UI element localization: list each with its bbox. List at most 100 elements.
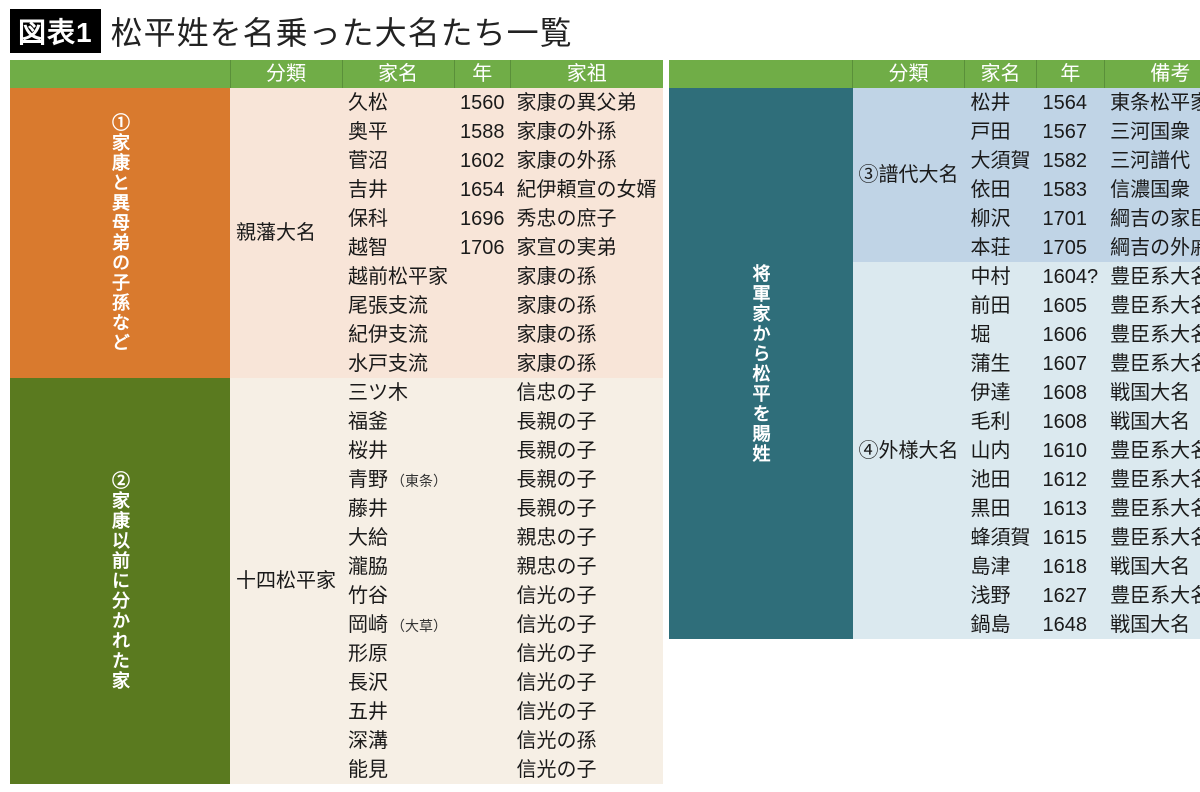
figure-title-row: 図表1 松平姓を名乗った大名たち一覧 — [10, 8, 1190, 54]
note: 戦国大名 — [1104, 407, 1200, 436]
family-name: 前田 — [965, 291, 1037, 320]
note: 信濃国衆 — [1104, 175, 1200, 204]
family-name: 大給 — [342, 523, 454, 552]
ancestor: 長親の子 — [511, 436, 663, 465]
year: 1612 — [1037, 465, 1105, 494]
ancestor: 家宣の実弟 — [511, 233, 663, 262]
category-shinpan: 親藩大名 — [230, 88, 342, 378]
note: 豊臣系大名 — [1104, 291, 1200, 320]
year: 1588 — [454, 117, 511, 146]
family-name: 保科 — [342, 204, 454, 233]
table-row: ①家康と異母弟の子孫など親藩大名久松1560家康の異父弟 — [10, 88, 663, 117]
left-header-row: 分類 家名 年 家祖 — [10, 60, 663, 88]
family-name: 吉井 — [342, 175, 454, 204]
header-year: 年 — [1037, 60, 1105, 88]
note: 戦国大名 — [1104, 610, 1200, 639]
ancestor: 長親の子 — [511, 465, 663, 494]
header-bunrui: 分類 — [230, 60, 342, 88]
category-fudai: ③譜代大名 — [853, 88, 965, 262]
tables-container: 分類 家名 年 家祖 ①家康と異母弟の子孫など親藩大名久松1560家康の異父弟奥… — [10, 60, 1190, 784]
note: 戦国大名 — [1104, 552, 1200, 581]
family-subname: （東条） — [391, 473, 447, 489]
year — [454, 494, 511, 523]
ancestor: 信光の子 — [511, 697, 663, 726]
note: 豊臣系大名 — [1104, 523, 1200, 552]
header-blank — [669, 60, 853, 88]
right-table: 分類 家名 年 備考 将軍家から松平を賜姓③譜代大名松井1564東条松平家老戸田… — [669, 60, 1200, 639]
year — [454, 755, 511, 784]
year: 1602 — [454, 146, 511, 175]
category-14matsudaira: 十四松平家 — [230, 378, 342, 784]
note: 豊臣系大名 — [1104, 320, 1200, 349]
family-name: 毛利 — [965, 407, 1037, 436]
family-name: 大須賀 — [965, 146, 1037, 175]
year — [454, 407, 511, 436]
year: 1613 — [1037, 494, 1105, 523]
year — [454, 523, 511, 552]
year: 1608 — [1037, 407, 1105, 436]
note: 豊臣系大名 — [1104, 465, 1200, 494]
family-name: 藤井 — [342, 494, 454, 523]
year — [454, 581, 511, 610]
note: 豊臣系大名 — [1104, 262, 1200, 291]
header-bunrui: 分類 — [853, 60, 965, 88]
year — [454, 320, 511, 349]
year: 1648 — [1037, 610, 1105, 639]
year: 1606 — [1037, 320, 1105, 349]
family-name: 伊達 — [965, 378, 1037, 407]
side-label-2: ②家康以前に分かれた家 — [10, 378, 230, 784]
ancestor: 家康の孫 — [511, 262, 663, 291]
family-name: 久松 — [342, 88, 454, 117]
side-label-3: 将軍家から松平を賜姓 — [669, 88, 853, 639]
family-name: 鍋島 — [965, 610, 1037, 639]
family-name: 深溝 — [342, 726, 454, 755]
year: 1608 — [1037, 378, 1105, 407]
family-name: 黒田 — [965, 494, 1037, 523]
ancestor: 長親の子 — [511, 494, 663, 523]
year: 1615 — [1037, 523, 1105, 552]
year — [454, 552, 511, 581]
year — [454, 610, 511, 639]
family-name: 奥平 — [342, 117, 454, 146]
family-name: 堀 — [965, 320, 1037, 349]
year: 1706 — [454, 233, 511, 262]
family-subname: （大草） — [391, 618, 447, 634]
category-tozama: ④外様大名 — [853, 262, 965, 639]
year: 1607 — [1037, 349, 1105, 378]
ancestor: 信光の子 — [511, 581, 663, 610]
year: 1701 — [1037, 204, 1105, 233]
side-label-1: ①家康と異母弟の子孫など — [10, 88, 230, 378]
year — [454, 262, 511, 291]
family-name: 依田 — [965, 175, 1037, 204]
note: 綱吉の家臣 — [1104, 204, 1200, 233]
family-name: 蒲生 — [965, 349, 1037, 378]
right-header-row: 分類 家名 年 備考 — [669, 60, 1200, 88]
year — [454, 378, 511, 407]
ancestor: 信光の子 — [511, 610, 663, 639]
family-name: 福釜 — [342, 407, 454, 436]
header-kamei: 家名 — [342, 60, 454, 88]
family-name: 池田 — [965, 465, 1037, 494]
ancestor: 信光の孫 — [511, 726, 663, 755]
ancestor: 紀伊頼宣の女婿 — [511, 175, 663, 204]
family-name: 越前松平家 — [342, 262, 454, 291]
header-kaso: 家祖 — [511, 60, 663, 88]
year: 1605 — [1037, 291, 1105, 320]
ancestor: 家康の異父弟 — [511, 88, 663, 117]
ancestor: 秀忠の庶子 — [511, 204, 663, 233]
header-kamei: 家名 — [965, 60, 1037, 88]
ancestor: 信光の子 — [511, 668, 663, 697]
family-name: 越智 — [342, 233, 454, 262]
ancestor: 信光の子 — [511, 639, 663, 668]
note: 綱吉の外戚 — [1104, 233, 1200, 262]
family-name: 浅野 — [965, 581, 1037, 610]
note: 豊臣系大名 — [1104, 494, 1200, 523]
year: 1567 — [1037, 117, 1105, 146]
year — [454, 436, 511, 465]
family-name: 本荘 — [965, 233, 1037, 262]
family-name: 紀伊支流 — [342, 320, 454, 349]
family-name: 蜂須賀 — [965, 523, 1037, 552]
year: 1705 — [1037, 233, 1105, 262]
note: 豊臣系大名 — [1104, 349, 1200, 378]
note: 豊臣系大名 — [1104, 436, 1200, 465]
